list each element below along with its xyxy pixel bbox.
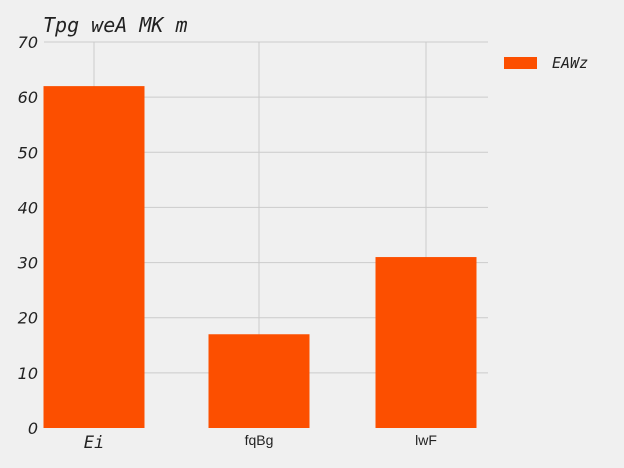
y-tick-label: 60 [18,88,38,107]
legend-label: EAWz [552,54,588,72]
x-tick-label: lwF [415,432,437,448]
bars [43,86,477,428]
x-tick-label: Ei [84,433,104,453]
y-tick-label: 30 [18,254,38,273]
legend: EAWz [504,54,588,72]
chart-title: Tpg weA MK m [43,13,188,37]
y-tick-label: 50 [18,143,38,162]
y-tick-label: 0 [28,419,38,438]
bar-lwF [375,257,477,428]
bar-fqBg [208,334,310,428]
y-tick-label: 40 [18,198,38,217]
y-tick-label: 70 [18,33,38,52]
bar-Ei [43,86,145,428]
x-axis-ticks: Ei fqBg lwF [84,432,437,453]
y-axis-ticks: 0 10 20 30 40 50 60 70 [18,33,38,438]
y-tick-label: 20 [18,309,38,328]
y-tick-label: 10 [18,364,38,383]
legend-swatch [504,57,537,69]
x-tick-label: fqBg [245,432,274,448]
